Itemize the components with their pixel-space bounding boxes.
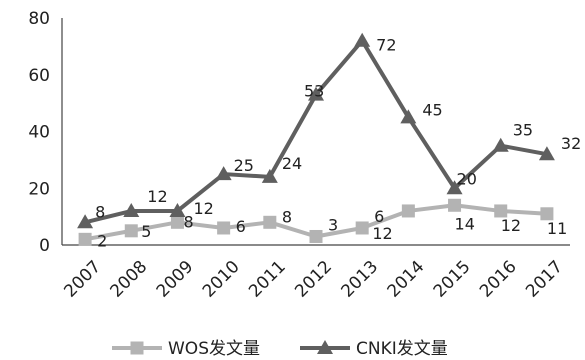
x-tick-label: 2016	[476, 257, 521, 302]
legend-swatch-marker	[131, 342, 144, 355]
x-tick-label: 2007	[60, 257, 105, 302]
x-tick-label: 2014	[384, 257, 429, 302]
y-tick-label: 0	[39, 236, 50, 256]
x-axis-ticks: 2007 2008 2009 2010 2011 2012 2013 2014 2015 2016…	[60, 257, 567, 302]
data-point-marker	[217, 221, 230, 234]
data-label: 25	[234, 156, 254, 175]
data-label: 12	[147, 187, 167, 206]
data-label: 53	[304, 82, 324, 101]
data-label: 72	[376, 36, 396, 55]
data-point-marker	[171, 216, 184, 229]
data-label: 12	[193, 199, 213, 218]
data-label: 12	[372, 224, 392, 243]
data-label: 8	[183, 212, 193, 231]
data-label: 8	[282, 207, 292, 226]
legend-item: WOS发文量	[112, 339, 260, 359]
data-point-marker	[354, 33, 370, 47]
data-label: 3	[328, 215, 338, 234]
data-label: 20	[457, 169, 477, 188]
data-label: 6	[236, 217, 246, 236]
legend-label: WOS发文量	[168, 339, 260, 359]
x-tick-label: 2009	[153, 257, 198, 302]
x-tick-label: 2013	[337, 257, 382, 302]
y-tick-label: 40	[28, 123, 50, 143]
y-tick-label: 80	[28, 9, 50, 29]
data-label: 8	[95, 202, 105, 221]
data-label: 5	[141, 222, 151, 241]
x-tick-label: 2011	[245, 257, 290, 302]
y-tick-label: 60	[28, 66, 50, 86]
x-tick-label: 2015	[430, 257, 475, 302]
x-tick-label: 2008	[107, 257, 152, 302]
legend-label: CNKI发文量	[356, 339, 448, 359]
x-tick-label: 2012	[291, 257, 336, 302]
x-tick-label: 2017	[522, 257, 567, 302]
data-label: 45	[422, 100, 442, 119]
x-tick-label: 2010	[199, 257, 244, 302]
data-label: 11	[547, 219, 567, 238]
data-point-marker	[79, 233, 92, 246]
data-point-marker	[356, 221, 369, 234]
data-point-marker	[402, 204, 415, 217]
y-axis-ticks: 0 20 40 60 80	[28, 9, 50, 256]
data-label: 14	[455, 214, 475, 233]
legend: WOS发文量 CNKI发文量	[112, 339, 448, 359]
data-label: 12	[501, 216, 521, 235]
data-label: 35	[513, 121, 533, 140]
data-point-marker	[125, 224, 138, 237]
legend-item: CNKI发文量	[300, 339, 448, 359]
data-label: 32	[561, 134, 581, 153]
data-point-marker	[448, 199, 461, 212]
data-point-marker	[263, 216, 276, 229]
y-tick-label: 20	[28, 179, 50, 199]
data-point-marker	[310, 230, 323, 243]
data-label: 24	[282, 154, 302, 173]
data-label: 2	[97, 231, 107, 250]
